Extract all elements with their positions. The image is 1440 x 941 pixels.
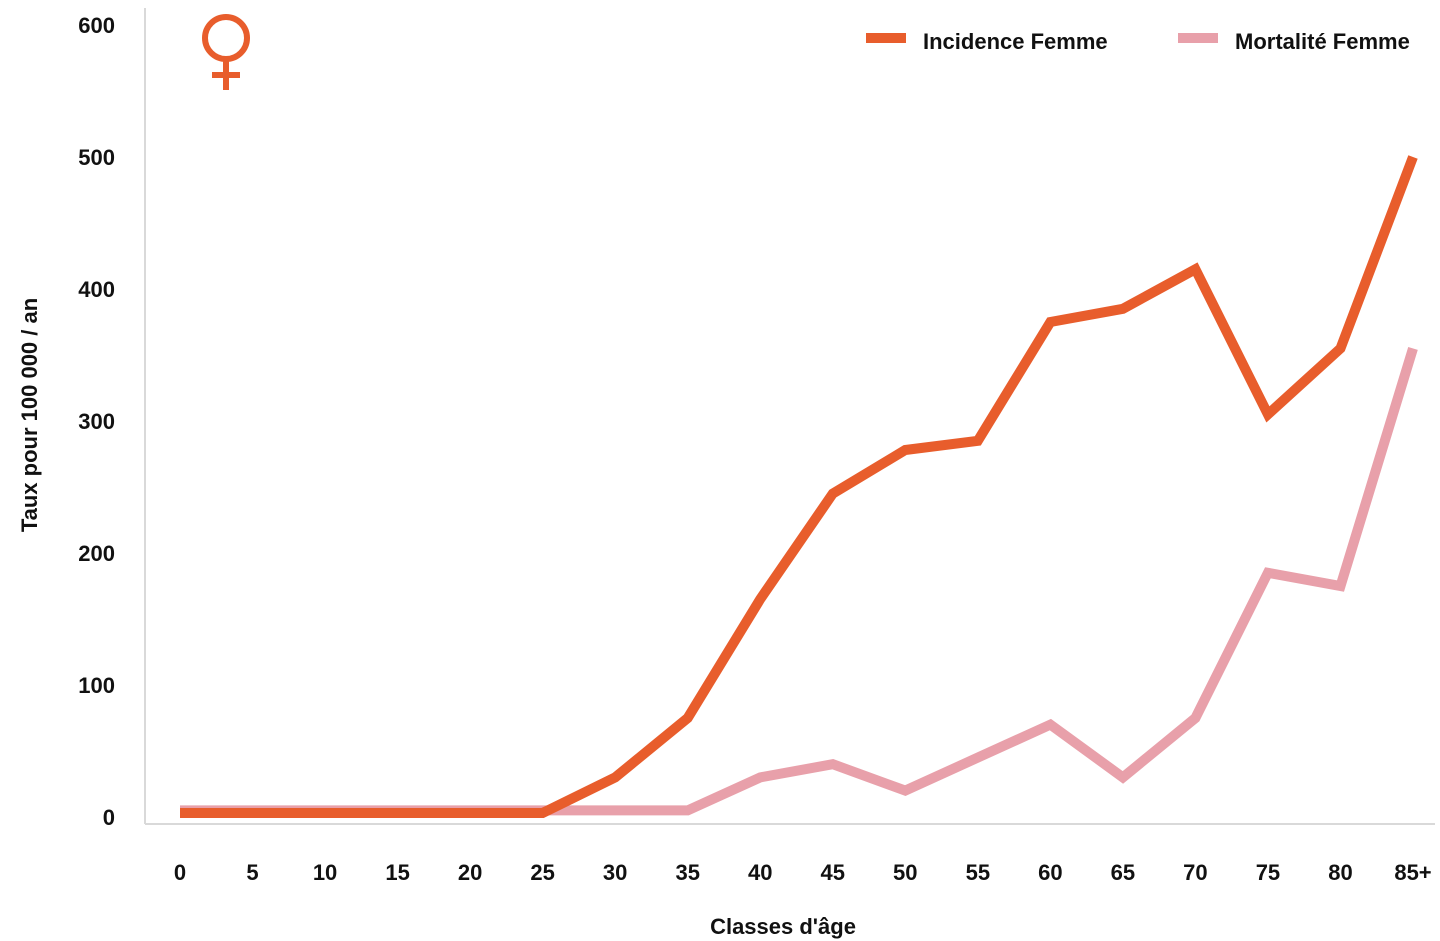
x-tick-label: 10 [313,860,337,885]
series-line-incidence [180,155,1418,818]
x-tick-label: 70 [1183,860,1207,885]
x-tick-label: 40 [748,860,772,885]
x-tick-label: 20 [458,860,482,885]
y-tick-label: 300 [78,409,115,434]
y-tick-label: 100 [78,673,115,698]
x-tick-label: 15 [385,860,409,885]
series-line-mortalite [180,346,1418,816]
legend-label-incidence: Incidence Femme [923,29,1108,54]
y-tick-label: 400 [78,277,115,302]
y-axis-title: Taux pour 100 000 / an [17,298,42,532]
y-tick-label: 600 [78,13,115,38]
x-axis-title: Classes d'âge [710,914,856,939]
x-tick-label: 0 [174,860,186,885]
x-tick-label: 60 [1038,860,1062,885]
x-tick-label: 75 [1256,860,1280,885]
x-tick-label: 80 [1328,860,1352,885]
y-tick-label: 200 [78,541,115,566]
x-tick-label: 65 [1111,860,1135,885]
x-tick-label: 50 [893,860,917,885]
x-tick-label: 35 [675,860,699,885]
legend: Incidence Femme Mortalité Femme [866,29,1410,54]
x-tick-label: 25 [530,860,554,885]
legend-label-mortalite: Mortalité Femme [1235,29,1410,54]
x-tick-label: 85+ [1394,860,1431,885]
y-tick-label: 500 [78,145,115,170]
x-tick-label: 55 [966,860,990,885]
x-tick-label: 45 [821,860,845,885]
y-tick-label: 0 [103,805,115,830]
female-symbol-icon [202,14,250,90]
x-tick-label: 30 [603,860,627,885]
x-tick-label: 5 [246,860,258,885]
